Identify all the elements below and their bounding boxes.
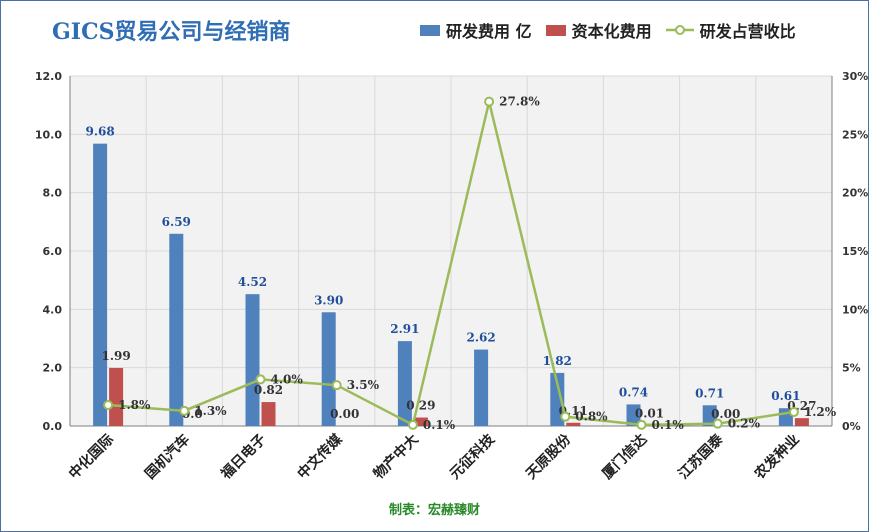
bar-rd [626, 404, 641, 426]
x-tick-label: 物产中大 [370, 431, 422, 483]
bar-cap-label: 0.00 [711, 407, 740, 421]
legend-item-ratio: 研发占营收比 [665, 18, 796, 42]
point-ratio [407, 419, 418, 430]
credit-text: 制表：宏赫臻财 [388, 503, 480, 518]
x-tick-label: 江苏国泰 [675, 430, 727, 482]
bar-rd-label: 1.82 [543, 354, 572, 368]
y-right-tick-label: 0% [842, 420, 861, 433]
point-ratio [484, 96, 495, 107]
legend-swatch-cap [545, 24, 566, 36]
bar-cap-label: 0.82 [254, 383, 283, 397]
y-left-tick-label: 6.0 [43, 245, 63, 258]
bar-rd [321, 312, 336, 426]
legend-swatch-rd [420, 24, 440, 36]
point-ratio [560, 411, 571, 422]
bar-rd-label: 9.68 [85, 125, 114, 139]
x-tick-label: 福日电子 [217, 431, 269, 483]
point-ratio [331, 380, 342, 391]
legend-label-rd: 研发费用 亿 [446, 22, 532, 41]
bar-rd [169, 233, 184, 426]
point-ratio [636, 419, 647, 430]
bar-cap [261, 402, 276, 426]
bar-rd [397, 341, 412, 426]
y-right-tick-label: 5% [842, 362, 861, 375]
point-ratio [103, 400, 114, 410]
bar-rd [702, 405, 717, 426]
point-ratio-label: 1.2% [804, 405, 837, 419]
y-left-tick-label: 0.0 [43, 420, 63, 433]
line-ratio [108, 101, 795, 427]
point-ratio [788, 407, 799, 417]
bar-cap-label: 0.01 [635, 407, 664, 421]
bar-cap-label: 0.00 [330, 407, 359, 421]
point-ratio-label: 1.3% [194, 404, 227, 418]
y-right-tick-label: 30% [842, 70, 868, 83]
bar-rd-label: 0.61 [771, 389, 800, 403]
point-ratio-label: 27.8% [499, 95, 540, 109]
bar-rd-label: 4.52 [238, 275, 267, 289]
bar-cap-label: 1.99 [101, 349, 130, 363]
bar-rd-label: 2.62 [466, 331, 495, 345]
legend-label-ratio: 研发占营收比 [699, 22, 796, 41]
x-tick-label: 天原股份 [523, 430, 575, 482]
bar-rd-label: 2.91 [390, 322, 419, 336]
y-right-tick-label: 10% [842, 303, 868, 316]
chart-title: GICS贸易公司与经销商 [52, 19, 291, 45]
legend-item-rd: 研发费用 亿 [420, 18, 532, 42]
legend: 研发费用 亿 资本化费用 研发占营收比 [420, 18, 810, 42]
y-right-tick-label: 25% [842, 128, 868, 141]
x-tick-label: 厦门信达 [599, 431, 651, 483]
x-tick-label: 中化国际 [65, 431, 117, 483]
y-left-tick-label: 10.0 [35, 128, 62, 141]
bar-cap [794, 418, 809, 426]
y-left-tick-label: 12.0 [35, 70, 62, 83]
point-ratio-label: 0.8% [575, 410, 608, 424]
x-tick-label: 元征科技 [446, 430, 498, 482]
point-ratio-label: 0.2% [728, 417, 761, 431]
bar-rd-label: 0.74 [619, 385, 648, 399]
bar-cap [566, 422, 581, 426]
y-right-tick-label: 15% [842, 245, 868, 258]
legend-label-cap: 资本化费用 [571, 22, 652, 41]
x-tick-label: 国机汽车 [142, 431, 194, 483]
bar-rd [550, 372, 565, 426]
bar-rd [474, 349, 489, 426]
point-ratio-label: 4.0% [271, 372, 304, 386]
bar-rd [245, 294, 260, 426]
x-tick-label: 中文传媒 [294, 430, 346, 482]
bar-rd-label: 6.59 [162, 215, 191, 229]
bar-rd-label: 3.90 [314, 293, 343, 307]
legend-swatch-ratio [665, 25, 694, 35]
point-ratio-label: 3.5% [347, 378, 380, 392]
bar-cap [109, 367, 124, 426]
bar-cap [413, 417, 428, 426]
point-ratio [255, 374, 266, 385]
bar-cap-label: 0.29 [406, 399, 435, 413]
bar-rd [93, 143, 108, 426]
y-left-tick-label: 8.0 [43, 187, 63, 200]
bar-rd-label: 0.71 [695, 386, 724, 400]
y-left-tick-label: 4.0 [43, 303, 63, 316]
y-right-tick-label: 20% [842, 187, 868, 200]
point-ratio-label: 0.1% [652, 418, 685, 432]
point-ratio-label: 1.8% [118, 398, 151, 412]
point-ratio [712, 418, 723, 429]
point-ratio-label: 0.1% [423, 418, 456, 432]
legend-item-cap: 资本化费用 [545, 18, 652, 42]
x-tick-label: 农发种业 [750, 431, 802, 483]
y-left-tick-label: 2.0 [43, 362, 63, 375]
point-ratio [179, 405, 190, 416]
